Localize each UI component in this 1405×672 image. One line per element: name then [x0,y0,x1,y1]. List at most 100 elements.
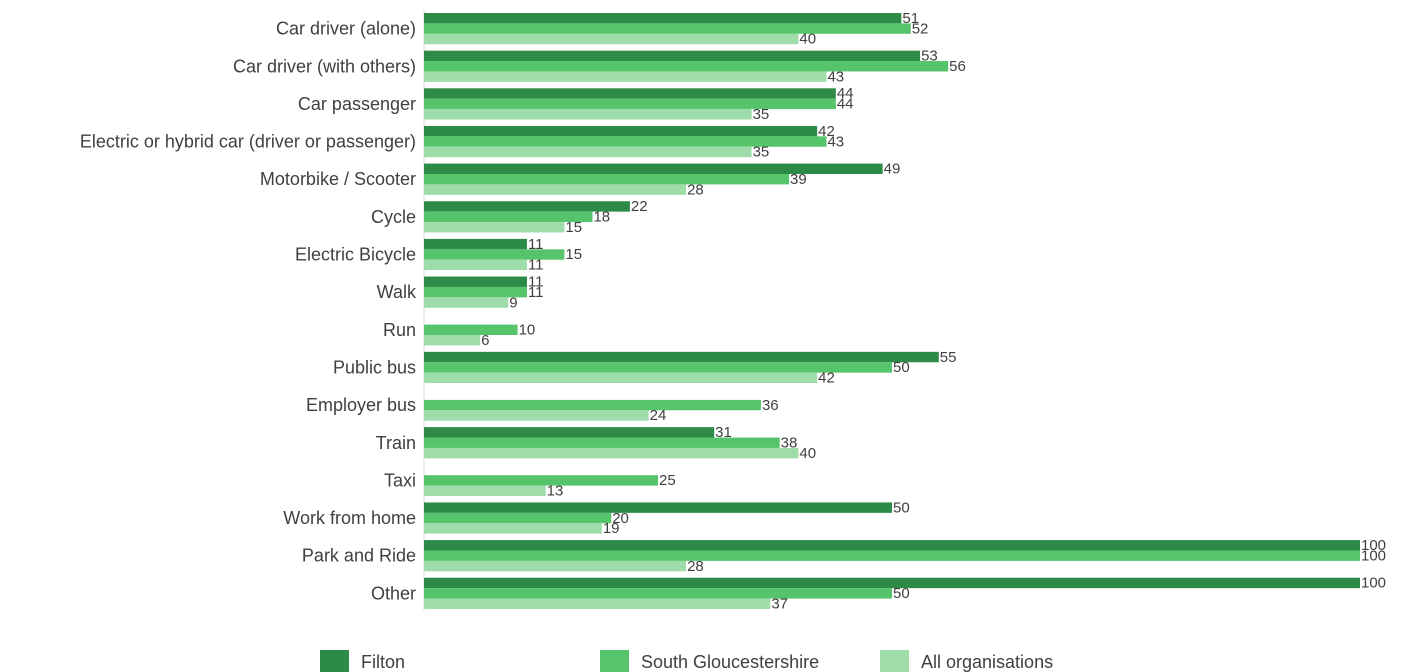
bar [424,13,902,24]
category-label: Other [371,583,416,603]
data-label: 22 [631,198,648,215]
bar [424,577,1360,589]
bar [424,523,602,534]
data-label: 100 [1361,575,1386,592]
data-label: 37 [771,595,788,612]
bar [424,174,790,185]
data-label: 53 [921,48,938,65]
bar [424,540,1360,551]
bar [424,410,649,421]
category-label: Employer bus [306,395,416,415]
data-label: 10 [519,322,536,339]
data-label: 11 [528,257,544,274]
bar [424,125,818,137]
bar [424,399,761,411]
bars-group [424,13,1360,609]
category-label: Run [383,320,416,340]
data-label: 40 [799,445,816,462]
bar [424,550,1360,561]
bar [424,512,612,524]
bar [424,238,527,250]
bar [424,61,949,72]
bar [424,485,546,496]
category-label: Car passenger [298,94,416,114]
data-label: 44 [837,85,854,102]
data-label: 100 [1361,547,1386,564]
bar [424,276,527,287]
data-label: 15 [565,246,582,263]
bar [424,23,911,34]
bar [424,33,799,45]
data-label: 39 [790,171,807,188]
legend-label: Filton [361,652,405,672]
data-label: 51 [902,10,919,27]
data-label: 13 [547,483,564,500]
bar [424,437,780,448]
data-label: 49 [884,161,901,178]
data-label: 43 [827,133,844,150]
category-label: Car driver (alone) [276,19,416,39]
value-labels-group: 5152405356434444354243354939282218151115… [481,10,1386,613]
bar [424,71,827,82]
data-label: 6 [481,332,489,349]
bar [424,222,565,233]
bar [424,88,836,99]
data-label: 35 [753,106,770,123]
bar [424,98,836,110]
category-label: Electric Bicycle [295,245,416,265]
legend-swatch [320,650,349,672]
bar [424,286,527,298]
data-label: 9 [509,294,517,311]
data-label: 25 [659,472,676,489]
data-label: 42 [818,370,835,387]
data-label: 43 [827,68,844,85]
bar [424,351,939,363]
category-label: Work from home [283,508,416,528]
legend: Filton South Gloucestershire All organisat… [320,650,1053,672]
data-label: 28 [687,558,704,575]
bar [424,249,565,260]
data-label: 15 [565,219,582,236]
bar [424,588,892,599]
bar [424,447,799,459]
data-label: 24 [650,407,667,424]
bar [424,184,687,195]
data-label: 40 [799,31,816,48]
data-label: 35 [753,144,770,161]
bar [424,50,921,62]
bar [424,109,752,120]
category-label: Car driver (with others) [233,56,416,76]
data-label: 55 [940,349,957,366]
data-label: 50 [893,359,910,376]
bar [424,598,771,609]
bar [424,324,518,335]
data-label: 36 [762,397,779,414]
bar [424,259,527,271]
bar [424,146,752,158]
bar [424,372,818,384]
data-label: 50 [893,499,910,516]
bar [424,211,593,223]
category-label: Motorbike / Scooter [260,169,416,189]
bar [424,475,658,486]
category-label: Cycle [371,207,416,227]
data-label: 44 [837,96,854,113]
category-label: Train [376,433,416,453]
data-label: 38 [781,434,798,451]
category-label: Public bus [333,357,416,377]
bar [424,362,892,373]
category-labels-group: Car driver (alone) Car driver (with other… [80,19,417,604]
category-label: Park and Ride [302,546,416,566]
bar [424,136,827,147]
data-label: 11 [528,236,544,253]
bar [424,201,630,212]
data-label: 42 [818,123,835,140]
data-label: 52 [912,20,929,37]
data-label: 28 [687,181,704,198]
data-label: 11 [528,273,544,290]
data-label: 18 [593,209,610,226]
data-label: 20 [612,510,629,527]
bar [424,560,687,572]
legend-label: All organisations [921,652,1053,672]
